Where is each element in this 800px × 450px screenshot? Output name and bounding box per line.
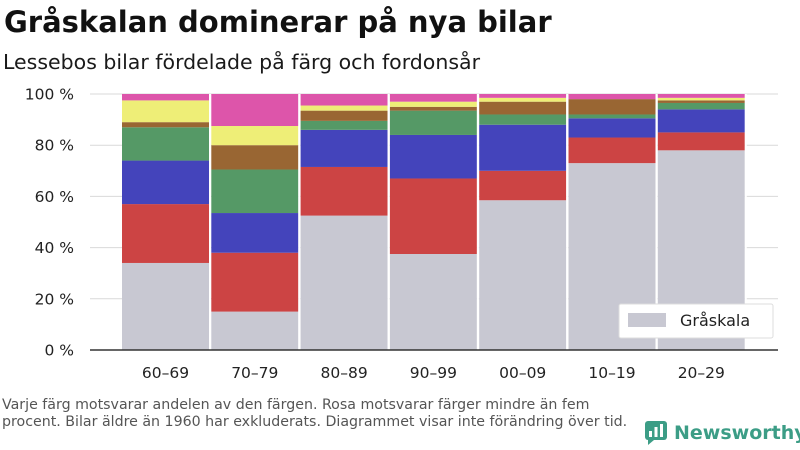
- bar-segment: [657, 132, 745, 151]
- bar-segment: [122, 100, 209, 123]
- bar-chart-logo-icon: [645, 421, 667, 445]
- bar-segment: [211, 126, 299, 146]
- bar-segment: [657, 100, 745, 103]
- x-tick-label: 80–89: [320, 364, 367, 382]
- bar-segment: [479, 97, 567, 102]
- bar-segment: [389, 94, 477, 102]
- y-tick-label: 0 %: [44, 342, 74, 360]
- bar-segment: [211, 94, 299, 126]
- bar-segment: [300, 166, 388, 216]
- y-tick-label: 100 %: [25, 86, 74, 104]
- bar-segment: [300, 105, 388, 111]
- bar-segment: [568, 118, 656, 138]
- chart-title: Gråskalan dominerar på nya bilar: [4, 5, 552, 39]
- bar-segment: [300, 110, 388, 121]
- bar-segment: [211, 252, 299, 312]
- bar-segment: [479, 170, 567, 201]
- legend: Gråskala: [618, 303, 774, 339]
- bar-segment: [568, 94, 656, 100]
- chart-subtitle: Lessebos bilar fördelade på färg och for…: [3, 50, 480, 74]
- legend-box: [618, 303, 774, 339]
- brand-name: Newsworthy: [674, 422, 800, 444]
- bar-segment: [122, 94, 209, 101]
- y-tick-label: 40 %: [35, 239, 74, 257]
- legend-swatch: [628, 313, 666, 327]
- legend-label: Gråskala: [680, 311, 750, 330]
- bar-segment: [479, 200, 567, 350]
- bar-segment: [122, 160, 209, 205]
- bar-segment: [122, 127, 209, 161]
- bar-segment: [389, 134, 477, 179]
- bar-segment: [211, 213, 299, 253]
- bar-segment: [300, 120, 388, 130]
- x-tick-label: 10–19: [588, 364, 635, 382]
- x-tick-label: 20–29: [678, 364, 725, 382]
- bar-segment: [657, 102, 745, 110]
- bar-segment: [122, 262, 209, 350]
- y-tick-label: 80 %: [35, 137, 74, 155]
- y-tick-label: 20 %: [35, 290, 74, 308]
- bar-segment: [568, 137, 656, 164]
- bar-segment: [122, 204, 209, 263]
- bar-segment: [300, 129, 388, 167]
- bar-segment: [479, 101, 567, 115]
- x-tick-label: 90–99: [410, 364, 457, 382]
- bar-segment: [657, 97, 745, 101]
- bar-segment: [389, 254, 477, 350]
- y-tick-label: 60 %: [35, 188, 74, 206]
- bar-segment: [389, 110, 477, 135]
- bar-segment: [568, 114, 656, 119]
- bar-segment: [479, 124, 567, 171]
- bar-segment: [300, 94, 388, 106]
- bar-segment: [568, 99, 656, 115]
- bar-segment: [300, 215, 388, 350]
- newsworthy-logo: Newsworthy: [644, 420, 800, 446]
- bar-segment: [657, 109, 745, 133]
- stacked-bar-chart: 0 % 20 % 40 % 60 % 80 % 100 % 60–69 70–79 80–89 9…: [25, 86, 778, 382]
- bar-segment: [479, 114, 567, 125]
- x-tick-label: 00–09: [499, 364, 546, 382]
- bar-segment: [122, 122, 209, 128]
- bar-segment: [389, 178, 477, 254]
- bar-segment: [211, 311, 299, 350]
- bar-segment: [389, 101, 477, 107]
- x-tick-label: 60–69: [142, 364, 189, 382]
- bar-segment: [479, 94, 567, 98]
- bar-segment: [211, 169, 299, 214]
- bar-segment: [657, 94, 745, 98]
- footnote: Varje färg motsvarar andelen av den färg…: [2, 397, 628, 430]
- x-tick-label: 70–79: [231, 364, 278, 382]
- bar-segment: [389, 106, 477, 111]
- bar-segment: [211, 145, 299, 170]
